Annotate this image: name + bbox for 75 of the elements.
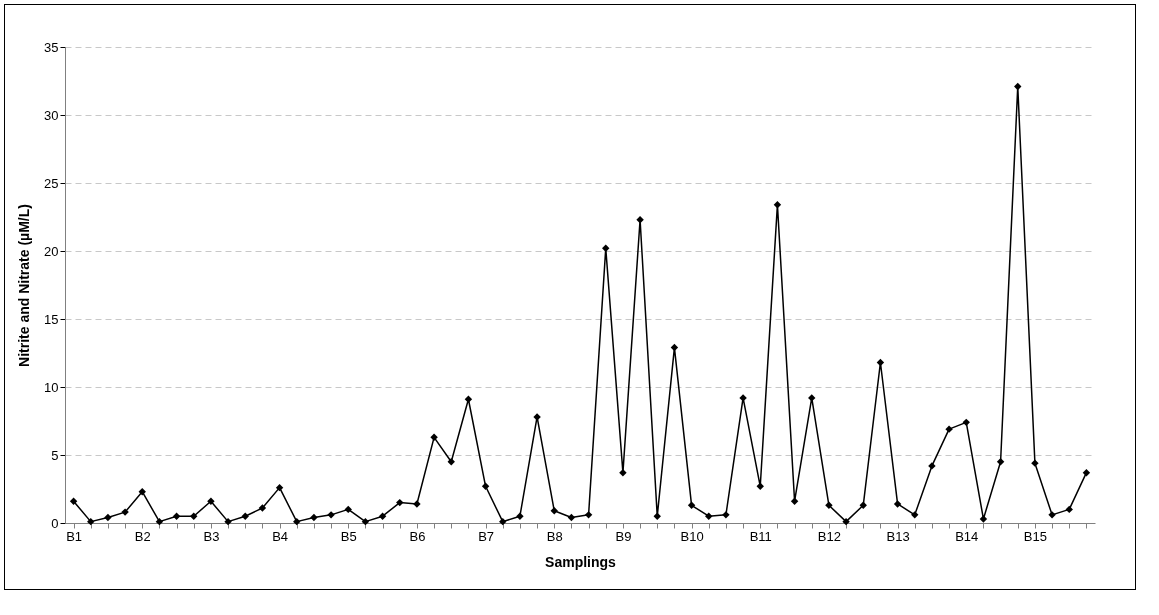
point [69, 497, 78, 505]
point [378, 512, 387, 520]
point [1065, 505, 1073, 514]
x-tick-label: B12 [817, 528, 841, 544]
point [275, 483, 284, 492]
point [636, 216, 644, 224]
point [155, 517, 164, 526]
point [172, 512, 181, 520]
point [138, 488, 146, 496]
y-tick-label: 10 [44, 379, 59, 395]
y-tick-label: 15 [44, 311, 59, 327]
point [258, 504, 267, 512]
point [584, 511, 593, 519]
point [619, 468, 627, 477]
point [361, 517, 370, 526]
point [310, 513, 318, 522]
x-tick-label: B4 [272, 528, 289, 544]
y-tick-label: 30 [44, 107, 59, 123]
point [670, 343, 679, 352]
point [1014, 82, 1022, 91]
point [808, 394, 816, 402]
y-tick-label: 20 [44, 243, 59, 259]
point [464, 395, 473, 403]
point [550, 507, 558, 515]
x-tick-label: B15 [1023, 528, 1047, 544]
point [876, 358, 885, 367]
point [962, 418, 970, 427]
point [104, 513, 112, 522]
x-tick-label: B1 [66, 528, 83, 544]
x-tick-label: B6 [409, 528, 426, 544]
point [773, 201, 782, 209]
x-tick-label: B2 [134, 528, 151, 544]
y-axis-title: Nitrite and Nitrate (µM/L) [16, 204, 33, 367]
point [447, 458, 455, 466]
point [653, 512, 661, 520]
point [893, 500, 902, 508]
point [430, 433, 438, 442]
point [996, 458, 1005, 466]
y-tick-label: 5 [51, 447, 59, 463]
point [859, 501, 867, 510]
x-tick-label: B14 [955, 528, 979, 544]
point [516, 512, 524, 520]
point [979, 515, 988, 523]
point [842, 517, 850, 526]
point [190, 512, 198, 520]
point [602, 244, 610, 252]
y-tick-label: 25 [44, 175, 59, 191]
point [293, 517, 301, 526]
point [396, 498, 404, 507]
x-tick-label: B9 [615, 528, 632, 544]
x-tick-label: B5 [340, 528, 357, 544]
x-tick-label: B11 [749, 528, 772, 544]
x-tick-label: B10 [680, 528, 704, 544]
point [825, 501, 833, 510]
x-tick-label: B7 [478, 528, 495, 544]
point [687, 501, 696, 510]
point [207, 497, 215, 505]
x-axis-title: Samplings [545, 553, 617, 570]
point [790, 497, 799, 505]
point [481, 482, 490, 490]
x-tick-label: B3 [203, 528, 220, 544]
point [567, 513, 576, 522]
point [224, 517, 232, 526]
y-tick-label: 35 [44, 39, 59, 55]
point [499, 517, 507, 526]
point [241, 512, 249, 520]
x-tick-label: B13 [886, 528, 910, 544]
point [705, 512, 713, 520]
point [87, 517, 95, 526]
point [344, 505, 352, 514]
point [911, 511, 919, 519]
y-tick-label: 0 [51, 515, 59, 531]
point [756, 482, 764, 490]
x-tick-label: B8 [546, 528, 563, 544]
point [1082, 468, 1091, 477]
